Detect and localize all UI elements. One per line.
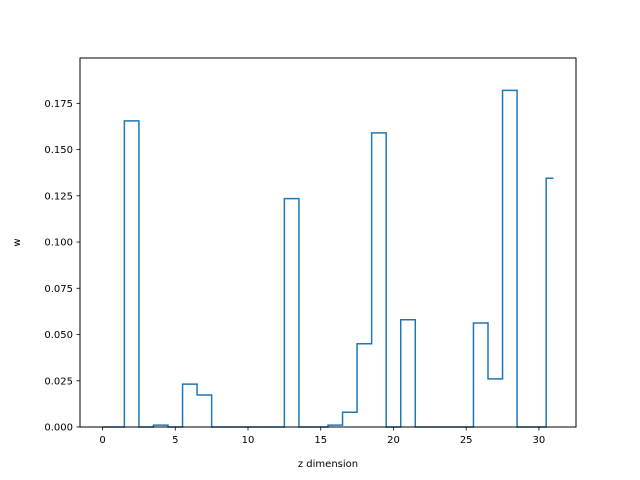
- x-tick-label: 10: [242, 435, 255, 446]
- y-axis-label: w: [12, 238, 23, 246]
- x-tick-label: 20: [387, 435, 400, 446]
- y-tick-label: 0.050: [44, 330, 73, 341]
- x-tick-label: 5: [172, 435, 178, 446]
- x-tick-label: 25: [460, 435, 473, 446]
- x-axis-ticks: 0 5 10 15 20 25 30: [99, 427, 545, 446]
- plot-frame: [79, 57, 577, 428]
- x-tick-label: 15: [314, 435, 327, 446]
- y-tick-label: 0.075: [44, 284, 73, 295]
- y-tick-label: 0.150: [44, 145, 73, 156]
- x-tick-label: 30: [533, 435, 546, 446]
- x-tick-label: 0: [99, 435, 105, 446]
- y-tick-label: 0.125: [44, 191, 73, 202]
- y-tick-label: 0.175: [44, 99, 73, 110]
- y-tick-label: 0.100: [44, 238, 73, 249]
- y-tick-label: 0.025: [44, 376, 73, 387]
- y-axis-ticks: 0.000 0.025 0.050 0.075 0.100 0.125 0.150 0.175: [44, 99, 80, 434]
- x-axis-label: z dimension: [298, 459, 358, 470]
- y-tick-label: 0.000: [44, 423, 73, 434]
